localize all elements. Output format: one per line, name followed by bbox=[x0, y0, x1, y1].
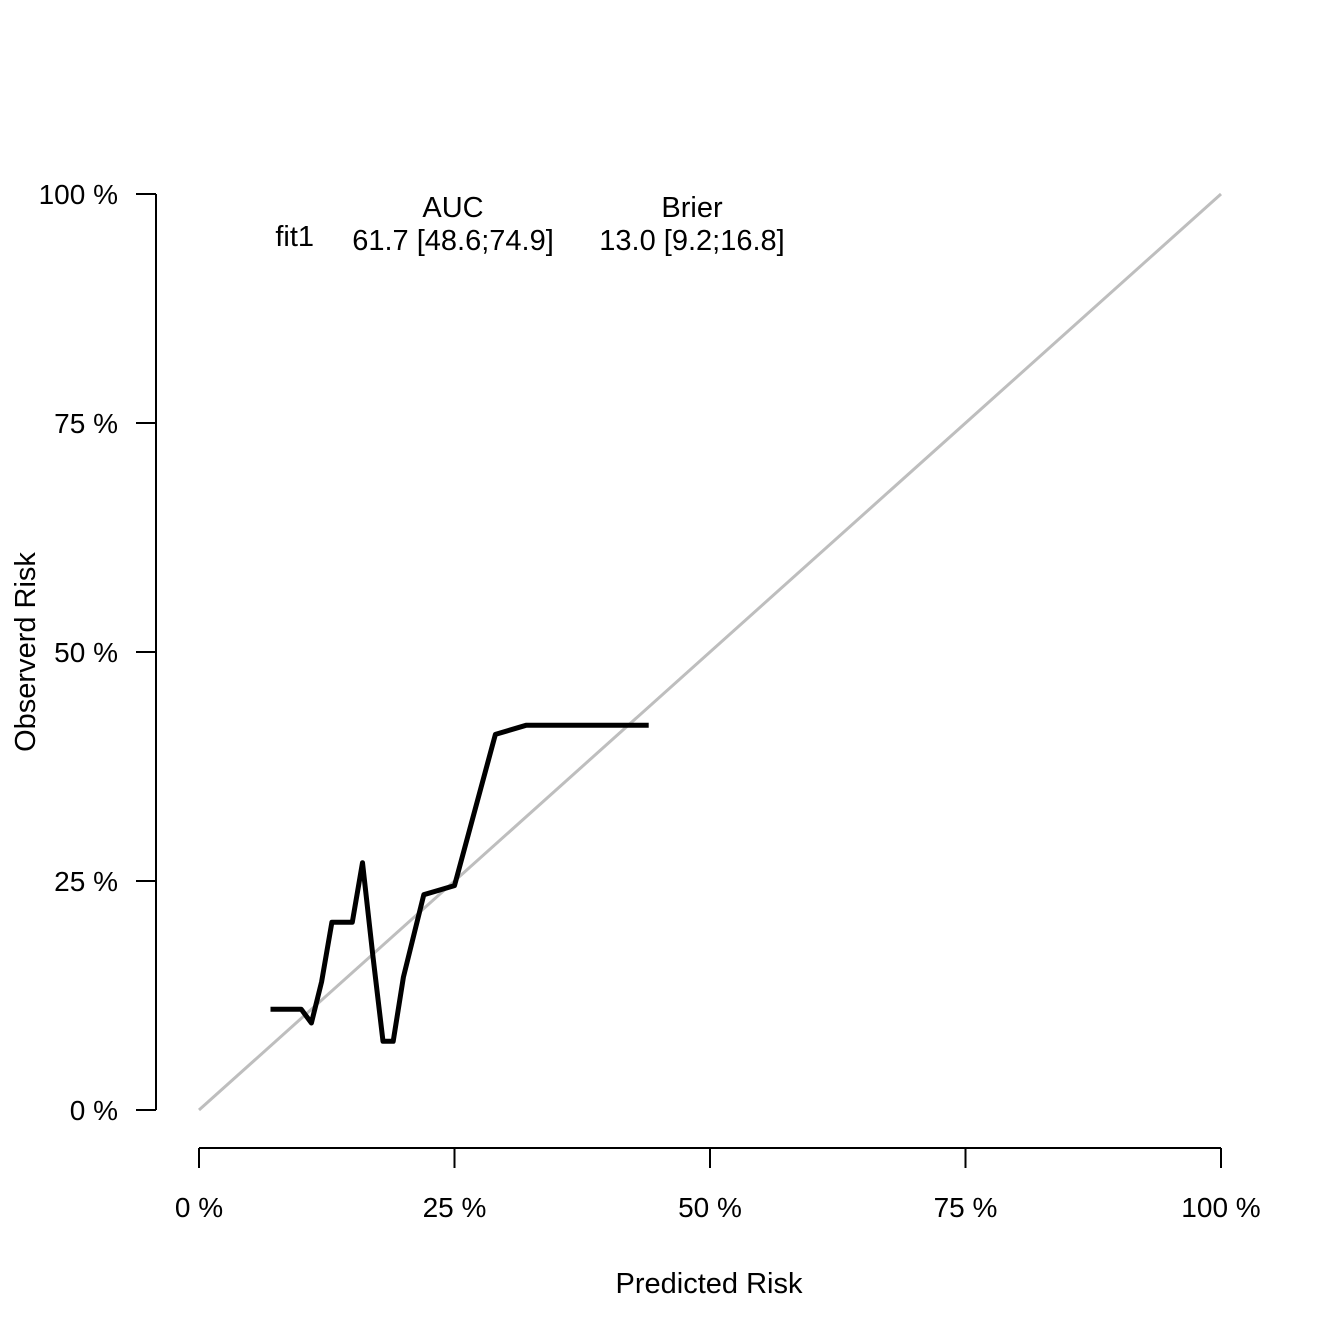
legend-header-brier: Brier bbox=[661, 192, 723, 224]
x-tick-label: 50 % bbox=[678, 1192, 742, 1223]
legend: AUC Brier fit1 61.7 [48.6;74.9] 13.0 [9.… bbox=[275, 192, 784, 257]
calibration-series-line bbox=[270, 722, 649, 1044]
legend-row-auc: 61.7 [48.6;74.9] bbox=[352, 225, 554, 257]
y-tick-label: 100 % bbox=[39, 179, 118, 210]
x-tick-label: 75 % bbox=[934, 1192, 998, 1223]
y-tick-label: 0 % bbox=[70, 1095, 118, 1126]
reference-line-layer bbox=[197, 192, 1223, 1112]
legend-header-auc: AUC bbox=[422, 192, 483, 224]
y-axis-title: Observerd Risk bbox=[10, 552, 42, 752]
x-axis-title: Predicted Risk bbox=[616, 1268, 803, 1300]
y-axis: 0 % 25 % 50 % 75 % 100 % bbox=[39, 179, 157, 1126]
series-layer bbox=[270, 722, 649, 1044]
x-tick-label: 100 % bbox=[1181, 1192, 1260, 1223]
y-tick-label: 25 % bbox=[54, 866, 118, 897]
reference-line bbox=[197, 192, 1223, 1112]
legend-row-name: fit1 bbox=[275, 221, 314, 253]
x-axis: 0 % 25 % 50 % 75 % 100 % bbox=[175, 1147, 1261, 1223]
x-tick-label: 25 % bbox=[423, 1192, 487, 1223]
legend-row-brier: 13.0 [9.2;16.8] bbox=[599, 225, 784, 257]
y-tick-label: 75 % bbox=[54, 408, 118, 439]
x-tick-label: 0 % bbox=[175, 1192, 223, 1223]
y-tick-label: 50 % bbox=[54, 637, 118, 668]
